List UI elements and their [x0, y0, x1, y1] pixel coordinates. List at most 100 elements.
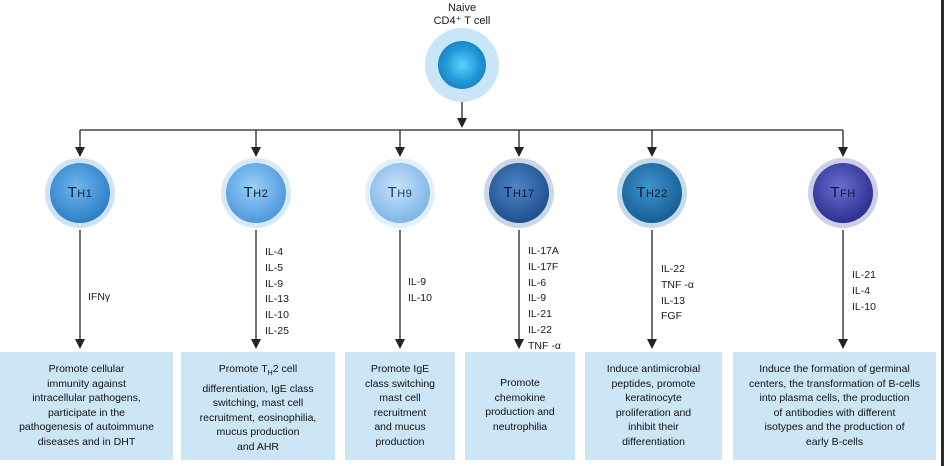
function-line: recruitment, eosinophilia, — [199, 411, 317, 424]
cytokine-list-th22: IL-22 TNF -α IL-13 FGF — [661, 262, 694, 325]
cytokine: IL-21 — [852, 269, 876, 281]
function-box-th17: Promote chemokine production and neutrophil… — [465, 352, 575, 460]
root-title-line2: CD4⁺ T cell — [433, 15, 491, 27]
function-line: diseases and in DHT — [37, 435, 136, 448]
function-line: immunity against — [47, 377, 126, 390]
function-line: into plasma cells, the production — [759, 392, 910, 405]
cell-label-th22: TH22 — [617, 184, 687, 203]
cell-label-main: T — [636, 184, 646, 201]
cell-label-subscript: H22 — [645, 188, 668, 200]
function-line: participate in the — [47, 406, 126, 419]
cell-th2 — [226, 163, 286, 223]
cytokine: IL-10 — [265, 309, 289, 322]
function-line: chemokine — [494, 391, 546, 404]
cell-label-subscript: H17 — [512, 188, 535, 200]
function-line: intracellular pathogens, — [32, 392, 141, 405]
function-line: recruitment — [373, 406, 427, 419]
function-line: production and — [485, 406, 555, 419]
function-line: peptides, promote — [611, 377, 696, 390]
cell-label-subscript: H2 — [253, 188, 269, 200]
cytokine: IL-17A — [528, 245, 559, 257]
function-line: mucus production — [216, 426, 300, 439]
cytokine: IL-9 — [265, 277, 284, 290]
cytokine-list-tfh: IL-21 IL-4 IL-10 — [852, 268, 876, 315]
root-title: Naive CD4⁺ T cell — [412, 2, 512, 28]
function-line: and AHR — [236, 441, 280, 454]
root-cell — [438, 41, 486, 89]
cell-th22 — [622, 163, 682, 223]
function-line: pathogenesis of autoimmune — [19, 421, 154, 434]
function-line: neutrophilia — [492, 420, 548, 433]
function-line: Promote — [500, 377, 540, 389]
function-line: class switching — [364, 377, 436, 390]
function-line: Promote IgE — [370, 363, 430, 375]
cytokine: IL-10 — [852, 300, 876, 313]
cytokine: IL-13 — [265, 293, 289, 306]
cell-label-th17: TH17 — [484, 184, 554, 203]
cytokine: IL-5 — [265, 261, 284, 274]
function-box-th2: Promote TH2 cell differentiation, IgE cla… — [181, 352, 335, 460]
cytokine: IL-17F — [528, 260, 559, 273]
function-line: mast cell — [379, 392, 421, 405]
cell-label-th9: TH9 — [365, 184, 435, 203]
function-box-th22: Induce antimicrobial peptides, promote ker… — [585, 352, 722, 460]
cytokine: IL-9 — [528, 292, 547, 305]
function-line: Promote TH2 cell — [218, 363, 298, 378]
cytokine: IL-4 — [852, 284, 871, 297]
cytokine: IL-9 — [408, 276, 427, 288]
cytokine: FGF — [661, 310, 682, 323]
function-line: inhibit their — [628, 421, 679, 434]
function-line: differentiation, IgE class — [202, 382, 314, 395]
function-line: proliferation and — [615, 406, 692, 419]
cytokine: IL-13 — [661, 294, 685, 307]
cytokine: IFNγ — [88, 291, 111, 303]
function-line: Promote cellular — [48, 363, 125, 375]
function-box-th9: Promote IgE class switching mast cell recru… — [345, 352, 455, 460]
function-box-th1: Promote cellular immunity against intracel… — [0, 352, 173, 460]
cytokine: IL-6 — [528, 276, 547, 289]
cell-label-main: T — [503, 184, 513, 201]
cell-label-th2: TH2 — [221, 184, 291, 203]
cell-label-main: T — [243, 184, 254, 201]
function-line: of antibodies with different — [773, 406, 896, 419]
inline-subscript: H — [267, 370, 273, 378]
function-line: and mucus — [374, 421, 426, 434]
cell-label-subscript: H1 — [77, 188, 93, 200]
cell-label-main: T — [387, 184, 398, 201]
cytokine: TNF -α — [661, 278, 694, 291]
subset-layer — [45, 130, 878, 349]
cell-tfh — [813, 163, 873, 223]
cell-label-th1: TH1 — [45, 184, 115, 203]
cytokine: IL-22 — [661, 263, 685, 275]
function-line: switching, mast cell — [212, 397, 304, 410]
function-line: production — [375, 435, 425, 448]
root-title-line1: Naive — [447, 2, 477, 14]
cytokine: TNF -α — [528, 339, 561, 352]
cytokine-list-th17: IL-17A IL-17F IL-6 IL-9 IL-21 IL-22 TNF -α — [528, 244, 561, 355]
cell-th17 — [489, 163, 549, 223]
function-line: centers, the transformation of B-cells — [749, 377, 920, 390]
cytokine-list-th2: IL-4 IL-5 IL-9 IL-13 IL-10 IL-25 — [265, 245, 289, 340]
cell-label-main: T — [67, 184, 78, 201]
cytokine: IL-4 — [265, 246, 284, 258]
function-line: keratinocyte — [625, 392, 682, 405]
cytokine: IL-10 — [408, 291, 432, 304]
cytokine-list-th9: IL-9 IL-10 — [408, 275, 432, 307]
cell-th9 — [370, 163, 430, 223]
cell-label-subscript: H9 — [397, 188, 413, 200]
cytokine: IL-22 — [528, 323, 552, 336]
function-line: early B-cells — [805, 435, 864, 448]
function-line: differentiation — [622, 435, 685, 448]
cell-label-main: T — [830, 184, 840, 201]
cytokine: IL-21 — [528, 308, 552, 321]
cytokine-list-th1: IFNγ — [88, 290, 110, 306]
cell-label-tfh: TFH — [808, 184, 878, 203]
function-line: Induce the formation of germinal — [759, 363, 910, 375]
function-line: Induce antimicrobial — [606, 363, 701, 375]
window-edge — [941, 0, 944, 466]
cytokine: IL-25 — [265, 324, 289, 337]
function-box-tfh: Induce the formation of germinal centers,… — [733, 352, 936, 460]
cell-label-subscript: FH — [840, 188, 856, 200]
cell-th1 — [50, 163, 110, 223]
